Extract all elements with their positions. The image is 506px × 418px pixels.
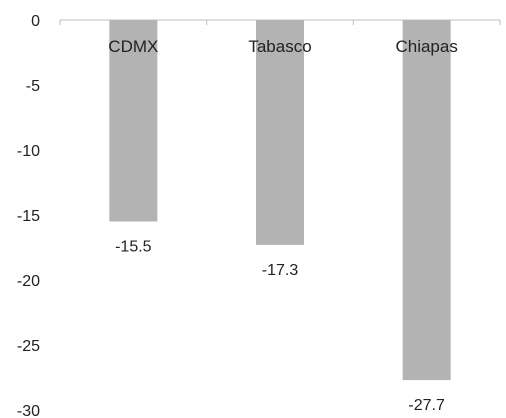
category-label: Chiapas [395, 37, 457, 56]
y-tick-label: -5 [26, 78, 40, 95]
y-tick-label: -15 [17, 208, 40, 225]
y-axis-ticks: 0 -5 -10 -15 -20 -25 -30 [17, 13, 40, 418]
bar-chiapas [402, 20, 451, 381]
data-label: -17.3 [262, 262, 299, 279]
y-tick-label: -10 [17, 143, 40, 160]
y-tick-label: -20 [17, 273, 40, 290]
x-axis-tick-marks [59, 20, 501, 25]
category-label: CDMX [108, 37, 158, 56]
bars [109, 20, 451, 381]
y-tick-label: -25 [17, 338, 40, 355]
y-tick-label: -30 [17, 403, 40, 418]
category-labels: CDMX Tabasco Chiapas [108, 37, 458, 56]
bar-cdmx [109, 20, 158, 222]
data-label: -27.7 [408, 397, 445, 414]
data-label: -15.5 [115, 239, 152, 256]
y-tick-label: 0 [31, 13, 40, 30]
category-label: Tabasco [248, 37, 311, 56]
bar-tabasco [256, 20, 304, 245]
data-labels: -15.5 -17.3 -27.7 [115, 239, 445, 415]
